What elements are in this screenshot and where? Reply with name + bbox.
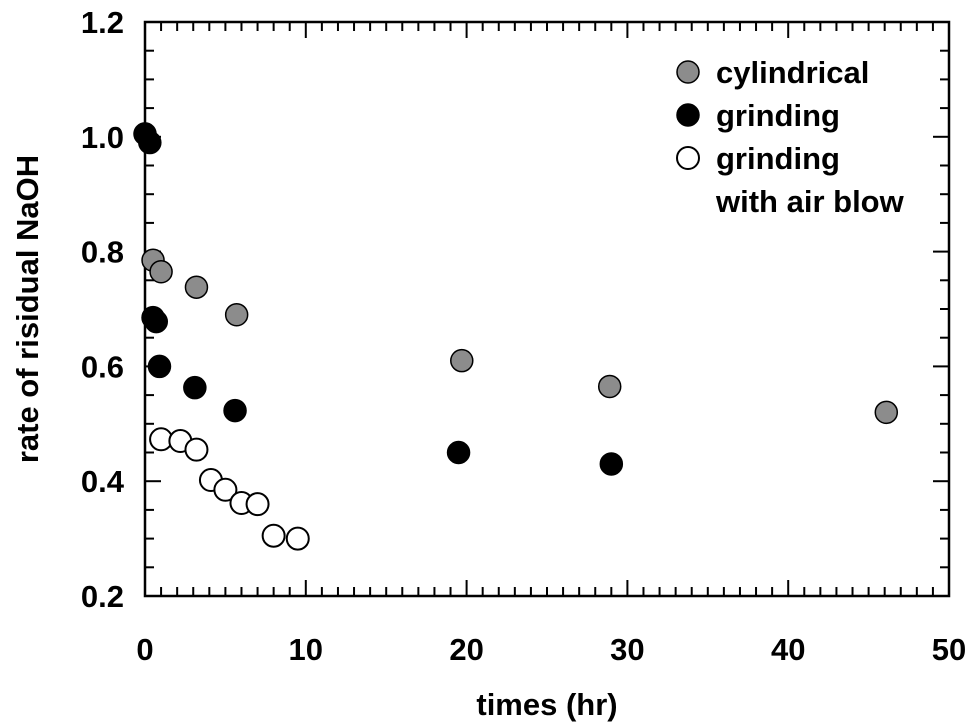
y-tick-label: 1.2 [81,5,124,40]
axis-ticks [144,21,950,597]
data-point [874,400,899,425]
data-point [184,275,209,299]
x-tick-label: 30 [610,632,644,667]
x-tick-label: 50 [932,632,966,667]
data-point [147,354,172,379]
legend-marker [676,146,700,170]
legend-label: grinding [716,141,840,176]
data-point [446,440,471,465]
y-tick-label: 0.6 [81,349,124,384]
legend-item: grinding [676,98,840,133]
data-point [597,374,622,399]
data-point [144,309,169,334]
data-point [261,523,286,548]
data-point [183,375,207,400]
data-points [133,122,899,551]
x-axis-title: times (hr) [476,687,617,722]
y-tick-label: 1.0 [81,120,124,155]
x-tick-label: 40 [771,632,805,667]
legend-marker [676,60,700,84]
series-cylindrical [141,248,899,425]
data-point [184,437,209,462]
data-point [213,477,238,502]
legend-label: with air blow [715,184,905,219]
data-point [149,259,173,284]
series-grinding [133,122,624,476]
data-point [245,492,270,517]
x-tick-label: 0 [136,632,153,667]
legend-item: cylindrical [676,55,869,90]
y-tick-label: 0.8 [81,235,124,270]
data-point [224,302,249,327]
y-axis-title: rate of risidual NaOH [10,155,45,463]
data-point [138,130,162,155]
tick-labels: 0 10 20 30 40 50 0.2 0.4 0.6 0.8 1.0 1.2 [81,5,966,667]
legend-item: grinding with air blow [676,141,905,219]
legend-label: grinding [716,98,840,133]
data-point [450,348,474,373]
legend-marker [676,103,700,127]
data-point [599,452,624,476]
x-tick-label: 10 [289,632,323,667]
legend: cylindrical grinding grinding with air blow [676,55,905,219]
series-grinding-air-blow [149,427,310,551]
data-point [285,526,310,551]
y-tick-label: 0.4 [81,464,125,499]
y-tick-label: 0.2 [81,579,124,614]
data-point [223,398,247,423]
x-tick-label: 20 [449,632,483,667]
legend-label: cylindrical [716,55,869,90]
